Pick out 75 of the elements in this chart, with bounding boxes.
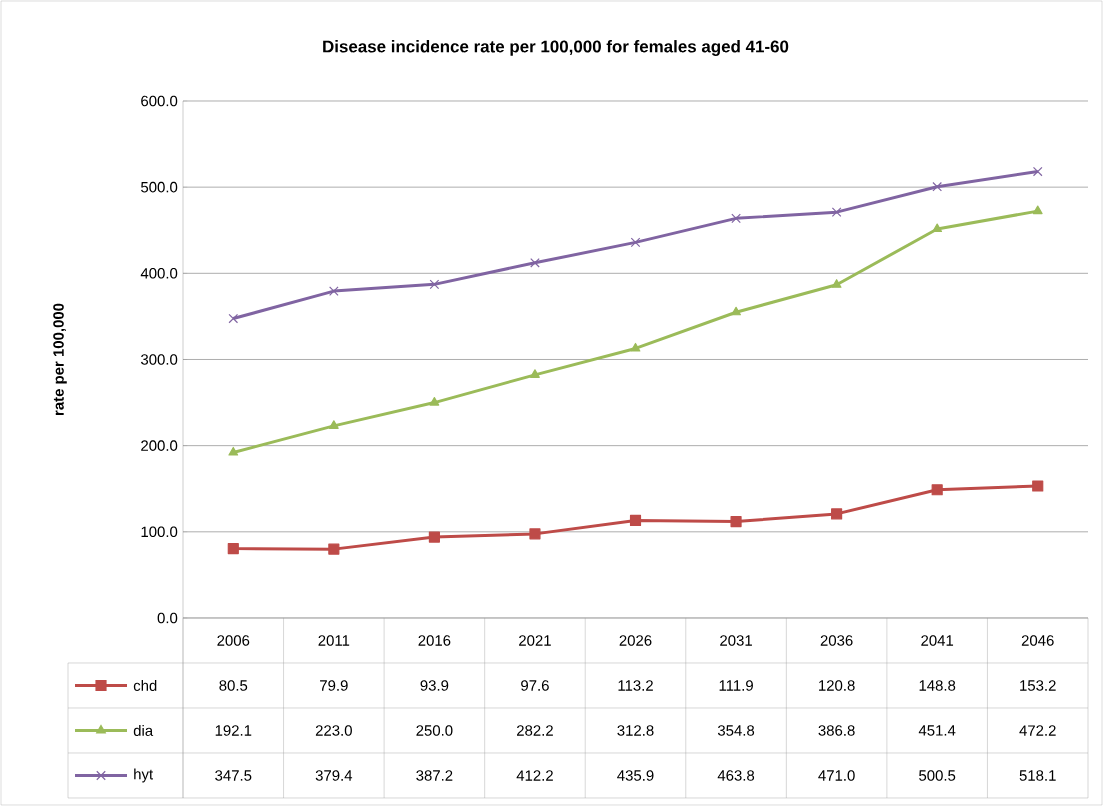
data-label: 312.8 bbox=[617, 725, 654, 736]
point bbox=[931, 484, 943, 496]
data-label: 354.8 bbox=[717, 725, 755, 736]
data-label: 500.5 bbox=[919, 770, 956, 781]
point bbox=[529, 528, 541, 540]
y-axis-title: rate per 100,000 bbox=[53, 303, 67, 415]
x-tick-label: 2026 bbox=[619, 635, 652, 646]
data-label: 97.6 bbox=[521, 680, 549, 691]
data-label: 223.0 bbox=[315, 725, 352, 736]
data-label: 153.2 bbox=[1020, 680, 1056, 691]
data-label: 412.2 bbox=[516, 770, 553, 781]
legend-label: chd bbox=[133, 680, 157, 691]
point bbox=[731, 306, 741, 316]
point bbox=[328, 543, 340, 555]
point bbox=[630, 342, 641, 352]
point bbox=[1032, 166, 1043, 177]
legend-label: hyt bbox=[134, 768, 154, 783]
point bbox=[831, 508, 843, 520]
data-label: 113.2 bbox=[618, 680, 653, 691]
data-label: 93.9 bbox=[420, 680, 449, 691]
y-tick-label: 400.0 bbox=[140, 268, 178, 279]
point bbox=[530, 369, 540, 378]
y-tick-label: 300.0 bbox=[141, 354, 178, 365]
point bbox=[730, 515, 742, 528]
point bbox=[429, 396, 440, 406]
point bbox=[530, 257, 540, 268]
y-tick-label: 100.0 bbox=[141, 526, 178, 538]
point bbox=[932, 181, 942, 192]
point bbox=[1032, 205, 1043, 215]
point bbox=[228, 313, 239, 324]
data-label: 192.1 bbox=[215, 725, 252, 736]
x-tick-label: 2046 bbox=[1021, 635, 1054, 646]
x-tick-label: 2006 bbox=[217, 635, 250, 646]
data-label: 379.4 bbox=[315, 770, 353, 781]
y-tick-label: 500.0 bbox=[141, 181, 178, 193]
data-label: 518.1 bbox=[1019, 770, 1056, 781]
point bbox=[831, 207, 842, 217]
x-tick-label: 2011 bbox=[318, 635, 350, 646]
chart-title: Disease incidence rate per 100,000 for females aged 41-60 bbox=[323, 40, 789, 56]
data-label: 472.2 bbox=[1019, 725, 1056, 736]
x-tick-label: 2041 bbox=[921, 635, 954, 646]
data-label: 120.8 bbox=[819, 680, 855, 691]
point bbox=[428, 531, 440, 543]
point bbox=[630, 237, 641, 248]
point bbox=[328, 420, 339, 429]
data-label: 463.8 bbox=[717, 770, 755, 781]
legend-label: dia bbox=[133, 725, 154, 736]
point bbox=[228, 446, 239, 456]
x-tick-label: 2021 bbox=[519, 635, 551, 646]
point bbox=[629, 514, 642, 527]
data-label: 347.5 bbox=[215, 770, 252, 781]
data-label: 250.0 bbox=[416, 725, 453, 736]
y-tick-label: 0.0 bbox=[157, 612, 178, 624]
data-label: 80.5 bbox=[219, 680, 248, 691]
data-label: 148.8 bbox=[919, 680, 956, 691]
data-label: 435.9 bbox=[617, 770, 654, 781]
data-label: 79.9 bbox=[320, 680, 348, 691]
x-tick-label: 2031 bbox=[720, 635, 752, 646]
x-tick-label: 2036 bbox=[820, 635, 853, 646]
point bbox=[429, 279, 440, 290]
point bbox=[731, 213, 741, 224]
y-tick-label: 600.0 bbox=[141, 95, 178, 107]
data-label: 386.8 bbox=[818, 725, 855, 736]
y-tick-label: 200.0 bbox=[141, 440, 178, 451]
data-label: 471.0 bbox=[818, 770, 855, 781]
data-label: 451.4 bbox=[918, 725, 956, 736]
point bbox=[329, 286, 339, 296]
point bbox=[227, 543, 239, 555]
point bbox=[1032, 480, 1044, 492]
data-label: 111.9 bbox=[719, 680, 753, 691]
x-tick-label: 2016 bbox=[418, 635, 451, 646]
data-label: 282.2 bbox=[517, 725, 553, 736]
point bbox=[932, 223, 943, 233]
data-label: 387.2 bbox=[416, 770, 453, 781]
point bbox=[831, 279, 842, 288]
